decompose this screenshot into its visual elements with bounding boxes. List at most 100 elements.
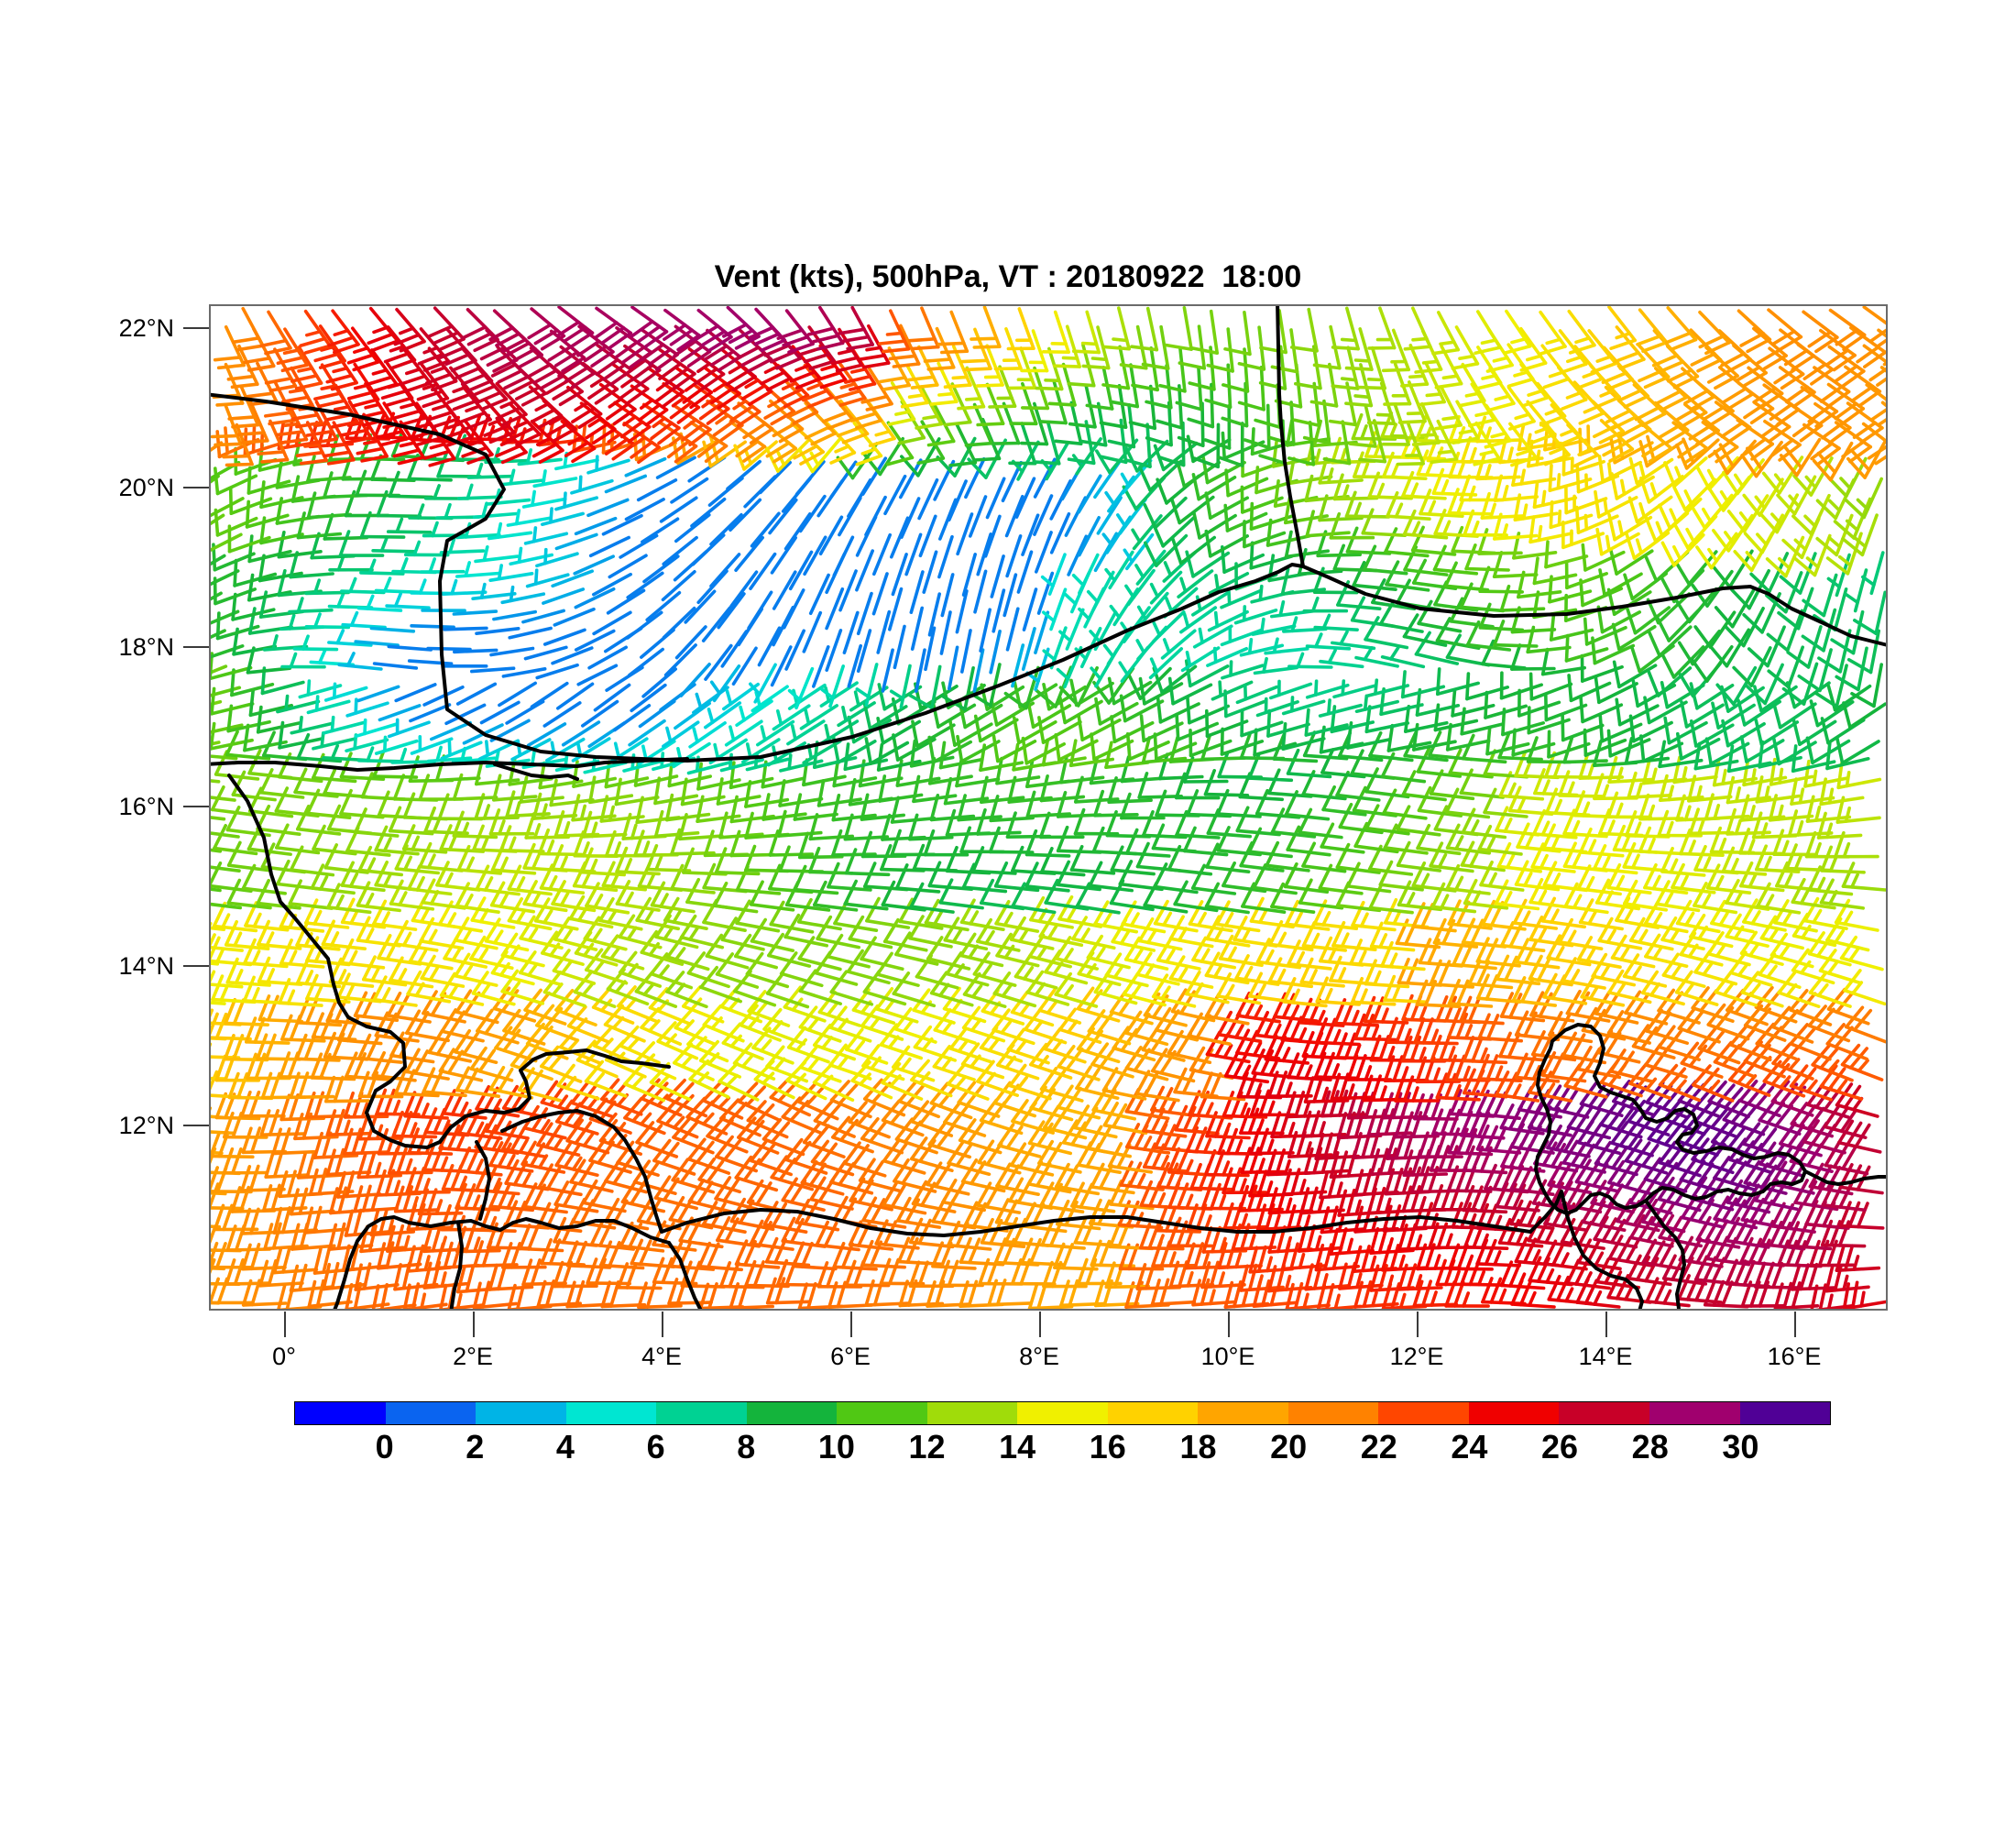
wind-barb (576, 664, 619, 686)
wind-barb (1101, 306, 1131, 351)
colorbar-segment-11 (1287, 1402, 1379, 1424)
y-label-14N: 14°N (118, 952, 174, 980)
colorbar[interactable] (294, 1401, 1831, 1425)
wind-barb (214, 508, 258, 537)
wind-barb (1075, 1065, 1120, 1101)
wind-barb (697, 1157, 742, 1194)
wind-barb (1205, 842, 1251, 874)
wind-barb (1628, 1062, 1671, 1100)
wind-barb (1235, 684, 1279, 705)
wind-barb (565, 1118, 610, 1155)
wind-barb (1566, 1104, 1611, 1140)
wind-barb (1022, 587, 1038, 631)
wind-barb (810, 1139, 855, 1177)
wind-barb (211, 1012, 252, 1041)
colorbar-segment-7 (926, 1402, 1018, 1424)
wind-barb (1087, 1125, 1133, 1158)
wind-barb (1843, 969, 1886, 1006)
wind-barb (240, 1164, 286, 1192)
wind-barb (1824, 1141, 1869, 1176)
wind-barb (635, 896, 681, 931)
y-tick-18N (183, 646, 209, 648)
wind-barb (860, 456, 888, 496)
wind-barb (435, 502, 481, 520)
wind-barb (1124, 568, 1156, 607)
wind-barb (762, 1201, 808, 1235)
wind-barb (600, 1280, 647, 1309)
wind-barb (501, 1125, 546, 1158)
wind-barb (606, 588, 646, 615)
wind-barb (1130, 306, 1159, 352)
wind-barb (586, 498, 630, 518)
wind-barb (970, 306, 1002, 349)
wind-barb (1835, 736, 1880, 765)
wind-barb (1612, 1080, 1656, 1117)
wind-barb (729, 570, 759, 609)
y-tick-12N (183, 1125, 209, 1126)
wind-barb (1070, 1181, 1116, 1213)
wind-barb (403, 1091, 449, 1120)
wind-barb (1067, 534, 1089, 576)
wind-barb (1742, 477, 1784, 517)
wind-barb (1221, 660, 1265, 680)
wind-barb (394, 1068, 440, 1098)
wind-barb (488, 309, 528, 354)
wind-barb (784, 1137, 828, 1175)
wind-barb (662, 535, 698, 566)
wind-barb (914, 648, 926, 694)
wind-barb (1238, 1184, 1284, 1213)
y-label-20N: 20°N (118, 474, 174, 501)
colorbar-segment-13 (1468, 1402, 1560, 1424)
wind-barb (272, 1246, 319, 1275)
wind-barb (1607, 1159, 1652, 1196)
wind-barb (715, 1135, 759, 1173)
wind-barb (628, 719, 666, 747)
wind-barb (1269, 679, 1313, 700)
wind-barb (608, 554, 648, 579)
wind-barb (374, 576, 421, 595)
wind-barb (937, 534, 954, 579)
wind-barb (1475, 1238, 1521, 1268)
wind-barb (247, 466, 291, 495)
wind-barb (407, 659, 454, 666)
wind-barb (922, 550, 938, 595)
wind-barb (1204, 1148, 1250, 1178)
wind-barb (990, 554, 1005, 598)
wind-barb (394, 683, 437, 703)
wind-barb (940, 573, 955, 618)
wind-barb (1693, 1100, 1737, 1138)
wind-barb (404, 1048, 450, 1081)
wind-barb (426, 646, 472, 652)
wind-barb (783, 512, 812, 551)
wind-barb (1290, 307, 1319, 353)
wind-barb (1005, 534, 1023, 578)
wind-barb (792, 1241, 838, 1271)
wind-barb (1313, 613, 1359, 632)
x-tick-0 (284, 1312, 286, 1337)
wind-barb (1842, 701, 1886, 730)
y-tick-16N (183, 806, 209, 807)
wind-barb (1519, 326, 1548, 372)
wind-barb (1581, 543, 1626, 572)
wind-barb (1303, 1075, 1350, 1104)
wind-barb (233, 558, 278, 587)
wind-barb (1436, 667, 1480, 697)
wind-barb (979, 878, 1025, 911)
wind-barb (584, 948, 629, 985)
wind-barb (1110, 845, 1156, 876)
wind-barb (1509, 1123, 1555, 1155)
wind-barb (864, 495, 887, 537)
wind-barb (1689, 328, 1723, 373)
colorbar-tick-30: 30 (1722, 1428, 1759, 1465)
x-tick-16E (1794, 1312, 1796, 1337)
wind-barb (1043, 1026, 1087, 1064)
wind-barb (1835, 1244, 1881, 1272)
wind-barb (1713, 1195, 1758, 1230)
wind-barb (713, 881, 759, 914)
wind-barb (1413, 1092, 1459, 1121)
wind-barb (838, 306, 875, 351)
y-tick-22N (183, 327, 209, 329)
wind-barb (686, 1137, 731, 1175)
wind-barb (1071, 553, 1100, 595)
